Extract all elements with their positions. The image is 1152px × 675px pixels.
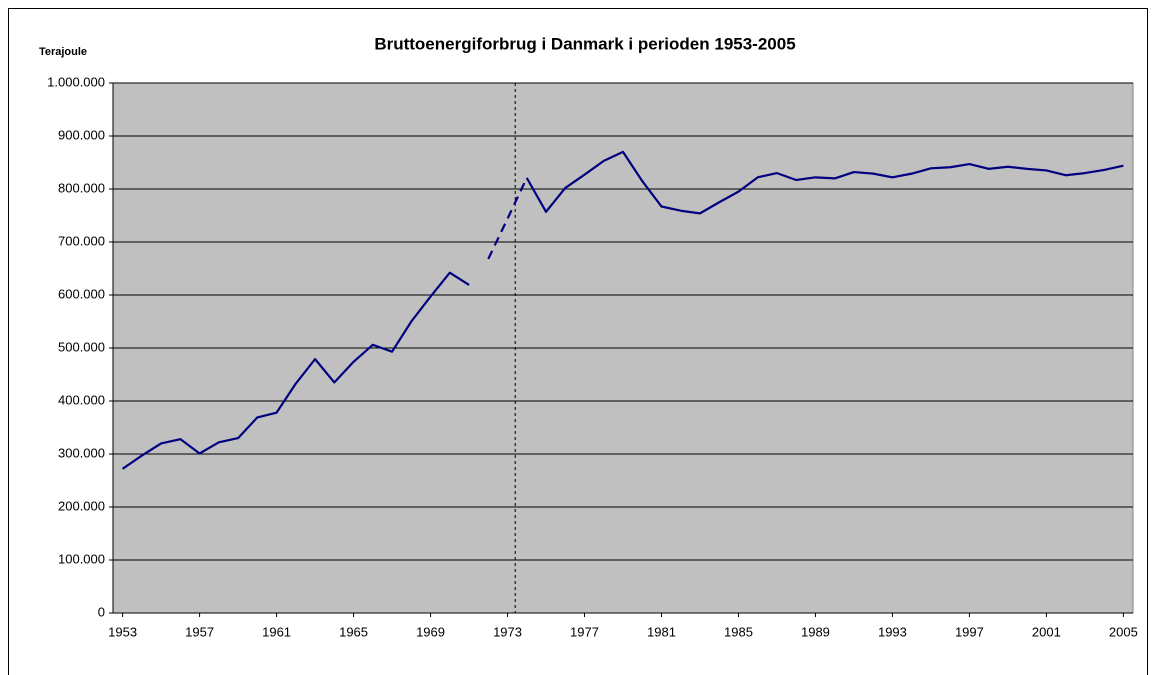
y-tick-label: 100.000	[58, 551, 105, 566]
y-tick-label: 900.000	[58, 127, 105, 142]
x-tick-label: 1997	[955, 624, 984, 639]
y-tick-label: 1.000.000	[47, 74, 105, 89]
y-tick-label: 700.000	[58, 233, 105, 248]
x-tick-label: 1953	[108, 624, 137, 639]
y-tick-label: 200.000	[58, 498, 105, 513]
x-tick-label: 1985	[724, 624, 753, 639]
y-axis-label: Terajoule	[39, 46, 87, 58]
y-tick-label: 300.000	[58, 445, 105, 460]
x-tick-label: 1977	[570, 624, 599, 639]
x-tick-label: 1965	[339, 624, 368, 639]
data-line	[121, 150, 1124, 470]
y-tick-label: 600.000	[58, 286, 105, 301]
x-tick-label: 1961	[262, 624, 291, 639]
y-tick-label: 500.000	[58, 339, 105, 354]
x-tick-label: 1989	[801, 624, 830, 639]
x-tick-label: 1957	[185, 624, 214, 639]
x-tick-label: 1973	[493, 624, 522, 639]
x-tick-label: 1993	[878, 624, 907, 639]
x-tick-label: 2005	[1109, 624, 1138, 639]
x-tick-label: 1981	[647, 624, 676, 639]
x-tick-label: 2001	[1032, 624, 1061, 639]
chart-title: Bruttoenergiforbrug i Danmark i perioden…	[374, 34, 795, 53]
y-tick-label: 0	[98, 604, 105, 619]
y-tick-label: 800.000	[58, 180, 105, 195]
y-tick-label: 400.000	[58, 392, 105, 407]
x-tick-label: 1969	[416, 624, 445, 639]
